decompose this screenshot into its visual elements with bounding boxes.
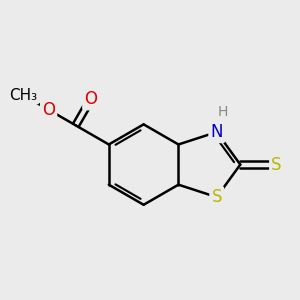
Text: O: O bbox=[42, 101, 55, 119]
Text: S: S bbox=[212, 188, 222, 206]
Text: H: H bbox=[218, 105, 228, 119]
Text: CH₃: CH₃ bbox=[9, 88, 38, 103]
Text: O: O bbox=[84, 90, 97, 108]
Text: N: N bbox=[210, 123, 223, 141]
Text: S: S bbox=[271, 156, 282, 174]
